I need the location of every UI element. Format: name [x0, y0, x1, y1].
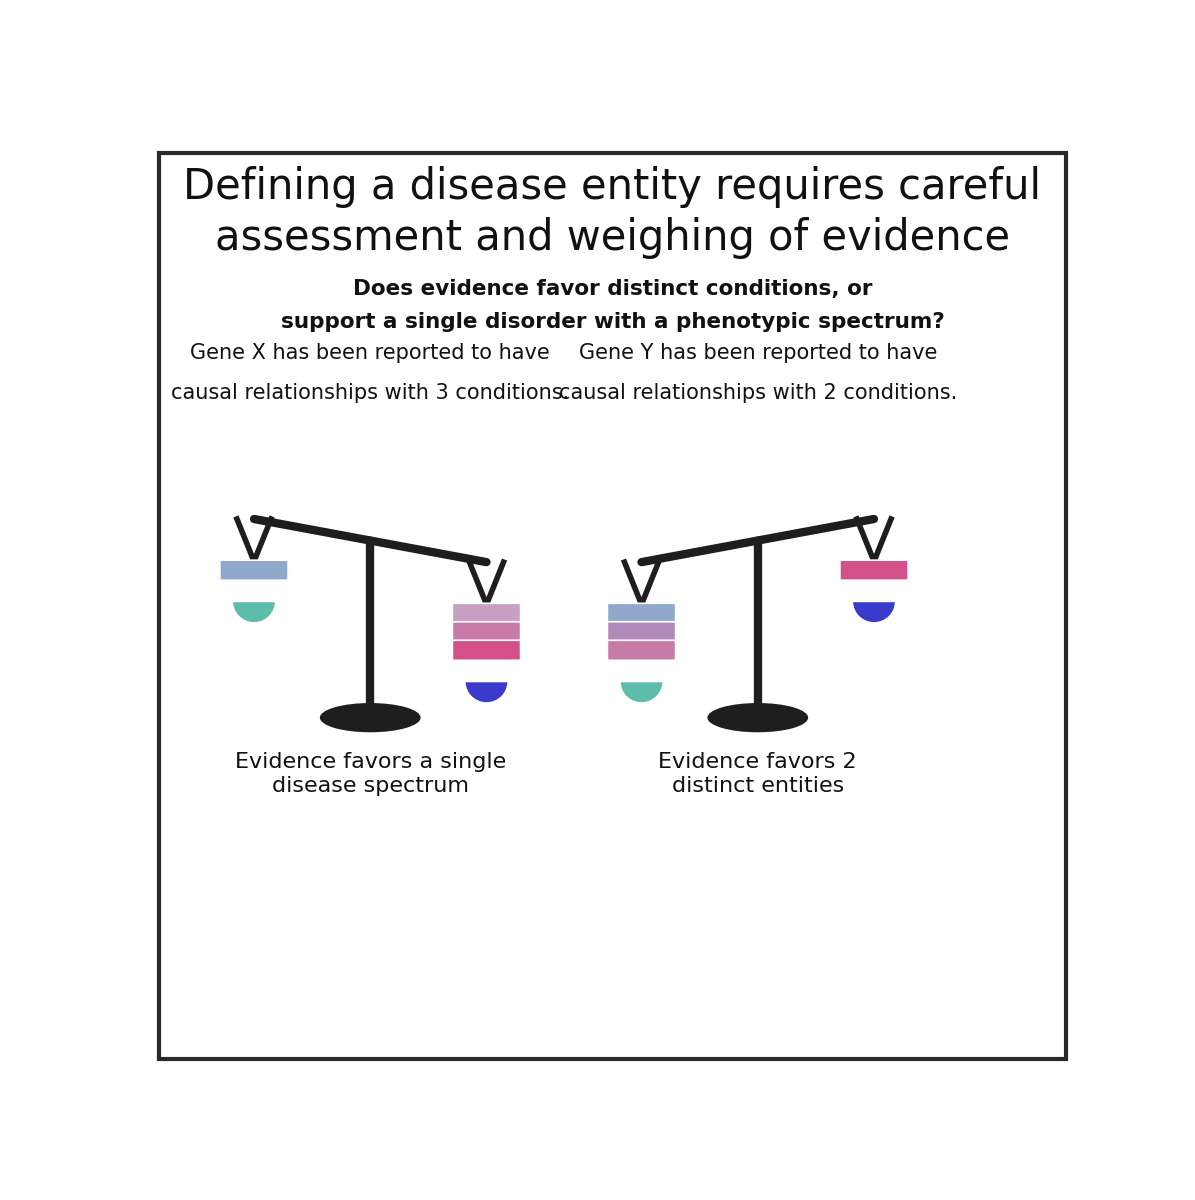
- FancyBboxPatch shape: [220, 560, 288, 581]
- FancyBboxPatch shape: [607, 641, 675, 660]
- FancyBboxPatch shape: [453, 604, 521, 623]
- FancyBboxPatch shape: [840, 560, 908, 581]
- Text: Gene Y has been reported to have: Gene Y has been reported to have: [578, 343, 937, 362]
- Wedge shape: [620, 682, 663, 703]
- Wedge shape: [465, 682, 508, 703]
- FancyBboxPatch shape: [453, 622, 521, 642]
- Text: support a single disorder with a phenotypic spectrum?: support a single disorder with a phenoty…: [281, 312, 944, 332]
- Ellipse shape: [320, 703, 421, 732]
- Text: Defining a disease entity requires careful: Defining a disease entity requires caref…: [184, 166, 1041, 208]
- Text: assessment and weighing of evidence: assessment and weighing of evidence: [215, 217, 1010, 259]
- Text: Evidence favors 2
distinct entities: Evidence favors 2 distinct entities: [658, 752, 857, 796]
- Wedge shape: [232, 601, 276, 623]
- FancyBboxPatch shape: [453, 641, 521, 660]
- Wedge shape: [852, 601, 896, 623]
- FancyBboxPatch shape: [607, 604, 675, 623]
- Text: causal relationships with 3 conditions.: causal relationships with 3 conditions.: [171, 383, 569, 403]
- FancyBboxPatch shape: [607, 622, 675, 642]
- Text: causal relationships with 2 conditions.: causal relationships with 2 conditions.: [558, 383, 957, 403]
- Text: Evidence favors a single
disease spectrum: Evidence favors a single disease spectru…: [234, 752, 505, 796]
- Text: Gene X has been reported to have: Gene X has been reported to have: [190, 343, 550, 362]
- Ellipse shape: [707, 703, 808, 732]
- Text: Does evidence favor distinct conditions, or: Does evidence favor distinct conditions,…: [353, 278, 872, 299]
